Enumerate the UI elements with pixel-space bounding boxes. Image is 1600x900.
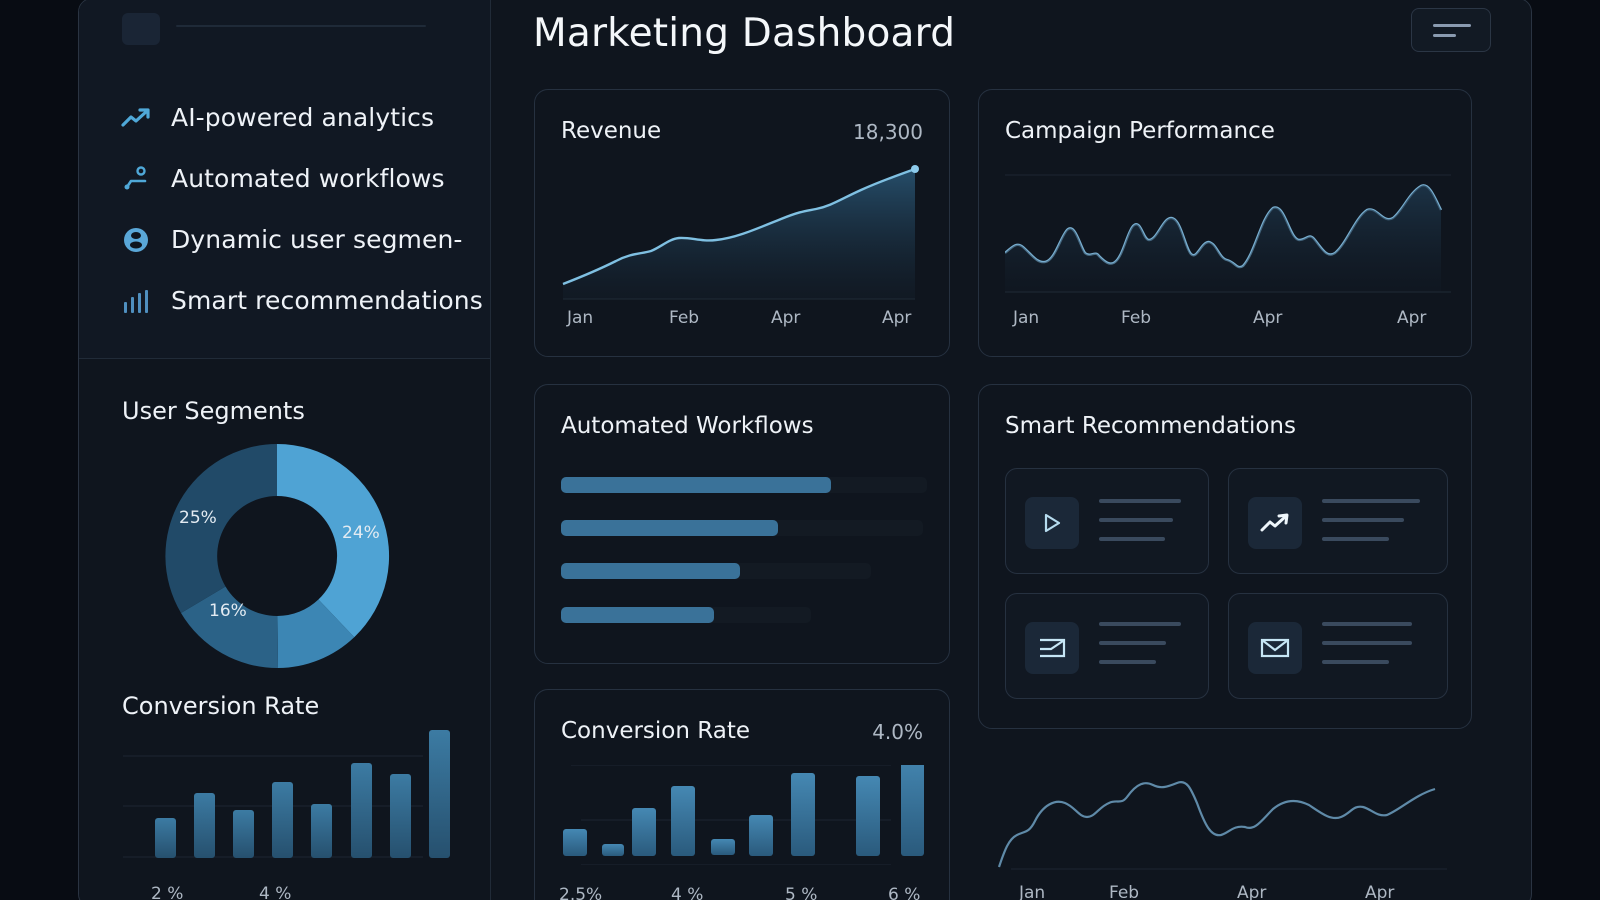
user-segment-icon [121, 224, 153, 256]
app-frame: AI-powered analytics Automated workflows… [78, 0, 1532, 900]
sidebar-conversion-bar-chart [123, 729, 463, 869]
conversion-bar-chart [563, 765, 924, 865]
page-title: Marketing Dashboard [533, 11, 956, 56]
x-axis-label: 4 % [259, 884, 292, 900]
x-axis-label: 2.5% [559, 885, 603, 900]
sidebar-item-label: Smart recommendations [171, 286, 483, 315]
sidebar-item-label: AI-powered analytics [171, 103, 435, 132]
x-axis-label: Feb [1121, 308, 1152, 328]
logo-placeholder [122, 13, 160, 45]
x-axis-label: 5 % [785, 885, 818, 900]
card-title: Smart Recommendations [1005, 413, 1296, 439]
mail-icon [1248, 622, 1302, 674]
signal-chart-icon [1025, 622, 1079, 674]
x-axis-label: Apr [1253, 308, 1283, 328]
conversion-rate-card: Conversion Rate 4.0% 2.5% 4 % 5 % 6 % [534, 689, 950, 900]
automated-workflows-card: Automated Workflows [534, 384, 950, 664]
card-title: Revenue [561, 118, 662, 144]
conversion-value: 4.0% [872, 720, 923, 744]
sidebar-item-smart-recommendations[interactable]: Smart recommendations [121, 270, 483, 331]
x-axis-label: Feb [669, 308, 700, 328]
segment-label: 25% [179, 508, 217, 528]
workflow-icon [121, 163, 153, 195]
sidebar-item-user-segments[interactable]: Dynamic user segmen- [121, 209, 483, 270]
recommendation-tile[interactable] [1228, 468, 1448, 574]
revenue-value: 18,300 [853, 120, 923, 144]
user-segments-title: User Segments [122, 397, 305, 425]
x-axis-label: Apr [882, 308, 912, 328]
recommendation-tile[interactable] [1005, 593, 1209, 699]
sidebar-nav-section: AI-powered analytics Automated workflows… [79, 0, 490, 359]
x-axis-label: Jan [1019, 883, 1046, 900]
logo-title-placeholder [176, 25, 426, 27]
x-axis-label: Apr [1365, 883, 1395, 900]
card-title: Automated Workflows [561, 413, 814, 439]
sidebar-item-automated-workflows[interactable]: Automated workflows [121, 148, 483, 209]
segment-label: 24% [342, 523, 380, 543]
sidebar: AI-powered analytics Automated workflows… [79, 0, 491, 900]
campaign-line-chart [1005, 174, 1451, 293]
recommendation-tile[interactable] [1228, 593, 1448, 699]
sidebar-conversion-title: Conversion Rate [122, 692, 320, 720]
sidebar-nav: AI-powered analytics Automated workflows… [121, 87, 483, 331]
x-axis-label: Apr [771, 308, 801, 328]
smart-recommendations-card: Smart Recommendations [978, 384, 1472, 729]
menu-button[interactable] [1411, 8, 1491, 52]
x-axis-label: 4 % [671, 885, 704, 900]
x-axis-label: Jan [567, 308, 594, 328]
trending-up-icon [121, 102, 153, 134]
x-axis-label: 6 % [888, 885, 921, 900]
recommendation-tile[interactable] [1005, 468, 1209, 574]
bottom-trend-line-chart [997, 769, 1477, 879]
sidebar-item-ai-analytics[interactable]: AI-powered analytics [121, 87, 483, 148]
user-segments-donut-chart: 25% 24% 16% [164, 443, 390, 669]
trending-up-icon [1248, 497, 1302, 549]
sidebar-item-label: Automated workflows [171, 164, 445, 193]
bar-signal-icon [121, 285, 153, 317]
x-axis-label: Feb [1109, 883, 1140, 900]
play-icon [1025, 497, 1079, 549]
x-axis-label: Apr [1397, 308, 1427, 328]
revenue-area-chart [562, 165, 919, 300]
x-axis-label: 2 % [151, 884, 184, 900]
card-title: Conversion Rate [561, 718, 750, 744]
x-axis-label: Jan [1013, 308, 1040, 328]
card-title: Campaign Performance [1005, 118, 1275, 144]
segment-label: 16% [209, 601, 247, 621]
campaign-performance-card: Campaign Performance Jan Feb Apr Apr [978, 89, 1472, 357]
sidebar-item-label: Dynamic user segmen- [171, 225, 463, 254]
revenue-card: Revenue 18,300 Jan Feb Apr Apr [534, 89, 950, 357]
x-axis-label: Apr [1237, 883, 1267, 900]
